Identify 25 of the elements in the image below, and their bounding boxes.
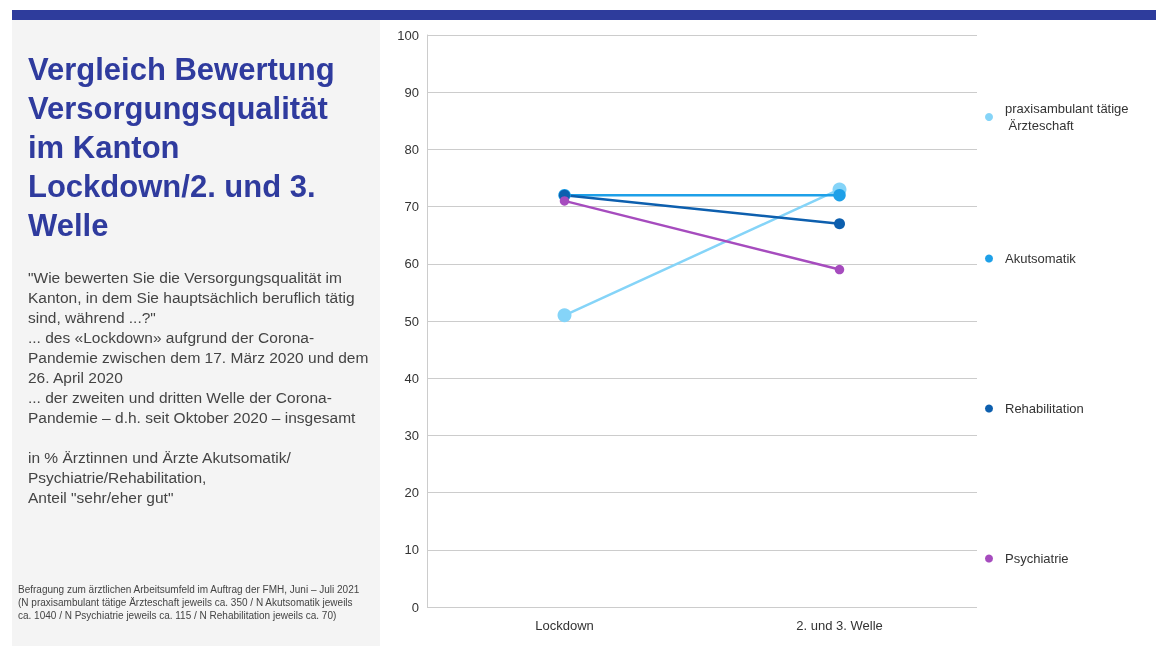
point xyxy=(834,218,845,230)
y-tick-label: 60 xyxy=(404,256,419,272)
text: "Wie bewerten Sie die Versorgungsqualität im Kanton, in dem Sie hauptsächlich beruflich tätig sind, während ...?" ... des «Lockdown» aufgrund der Corona-Pandemie zwischen dem 17. März 2020 und dem 26. April 2020 ... der zweiten und dritten Welle der Corona-Pandemie – d.h. seit Oktober 2020 – insgesamt in % Ärztinnen und Ärzte Akutsomatik/ Psychiatrie/Rehabilitation, Anteil "sehr/eher gut" xyxy=(28,269,369,506)
y-tick-label: 30 xyxy=(404,427,419,443)
y-tick-label: 20 xyxy=(404,485,419,501)
y-tick-label: 50 xyxy=(404,313,419,329)
text: Vergleich Bewertung Versorgungsqualität im Kanton Lockdown/2. und 3. Welle xyxy=(28,51,336,245)
point xyxy=(833,188,846,202)
x-tick-label: 2. und 3. Welle xyxy=(796,618,883,633)
x-tick-label: Lockdown xyxy=(535,618,594,633)
y-tick-label: 70 xyxy=(404,199,419,215)
y-tick-label: 80 xyxy=(404,141,419,157)
y-tick-label: 10 xyxy=(404,542,419,558)
y-tick-label: 0 xyxy=(411,599,419,615)
legend-label: Psychiatrie xyxy=(1005,551,1069,566)
point xyxy=(559,196,570,206)
legend-label: praxisambulant tätige Ärzteschaft xyxy=(1005,101,1129,133)
legend-label: Akutsomatik xyxy=(1005,251,1077,266)
legend-label: Rehabilitation xyxy=(1005,401,1084,416)
point xyxy=(834,264,845,275)
y-tick-label: 40 xyxy=(404,370,419,386)
point xyxy=(557,308,572,323)
y-tick-label: 100 xyxy=(397,27,419,43)
text: Befragung zum ärztlichen Arbeitsumfeld im Auftrag der FMH, Juni – Juli 2021 (N praxisambulant tätige Ärzteschaft jeweils ca. 350 / N Akutsomatik jeweils ca. 1040 / N Psychiatrie jeweils ca. 115 / N Rehabilitation jeweils ca. 70) xyxy=(18,583,361,622)
y-tick-label: 90 xyxy=(404,84,419,100)
